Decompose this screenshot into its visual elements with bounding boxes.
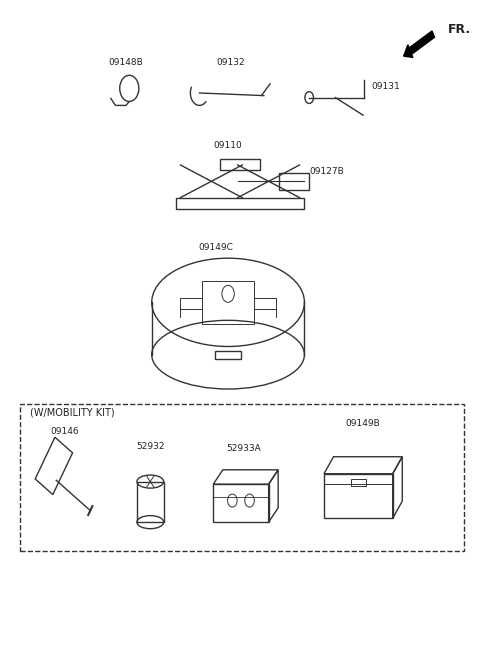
Bar (351, 479, 365, 486)
Text: 09149B: 09149B (346, 419, 381, 428)
FancyArrow shape (404, 31, 434, 57)
Text: 52932: 52932 (136, 443, 165, 451)
Bar (137, 482, 164, 522)
Text: 09110: 09110 (214, 141, 242, 150)
Text: 09148B: 09148B (108, 58, 143, 67)
Text: 52933A: 52933A (226, 443, 261, 453)
Text: 09149C: 09149C (199, 243, 234, 252)
Text: 09131: 09131 (371, 82, 400, 91)
Bar (215, 351, 241, 359)
Bar (213, 484, 269, 522)
Bar (220, 159, 260, 170)
Text: FR.: FR. (447, 23, 471, 36)
Bar (279, 173, 309, 191)
Text: 09132: 09132 (216, 58, 245, 67)
Text: 09146: 09146 (50, 427, 79, 436)
Bar (176, 198, 304, 209)
Text: 09127B: 09127B (309, 167, 344, 176)
Bar (324, 474, 393, 518)
Text: (W/MOBILITY KIT): (W/MOBILITY KIT) (30, 407, 115, 417)
Bar (202, 281, 254, 324)
